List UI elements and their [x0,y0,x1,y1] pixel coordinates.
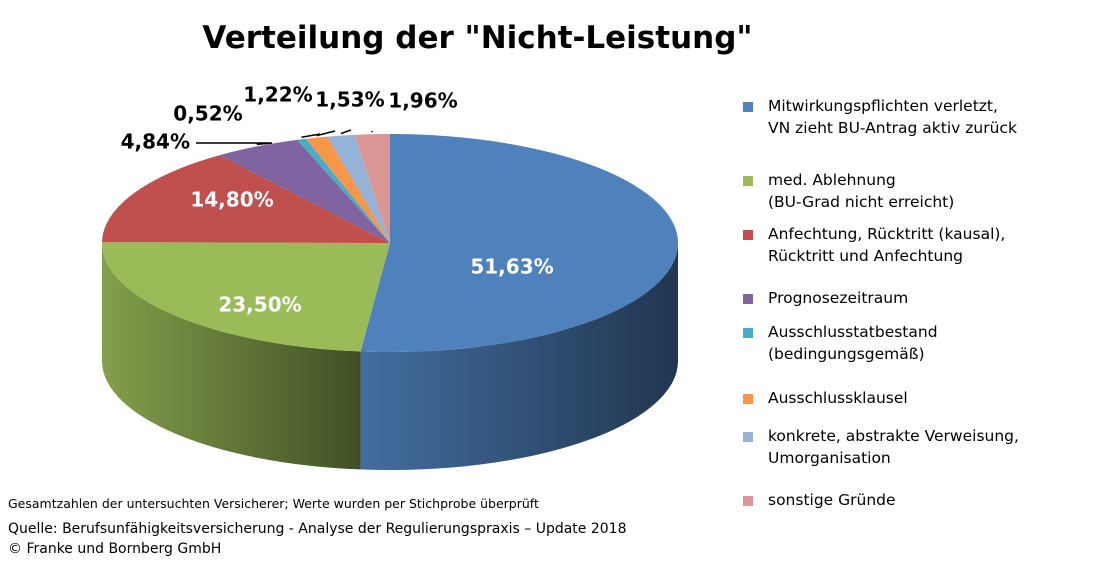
pie-slice-anfechtung [102,155,390,243]
legend-swatch [743,328,753,338]
footnote: Gesamtzahlen der untersuchten Versichere… [8,496,539,511]
data-label-anfechtung: 14,80% [190,188,273,212]
legend-swatch [743,176,753,186]
pie-side-med-ablehnung [102,243,361,470]
pie-slice-med-ablehnung [102,242,390,352]
legend-label: Prognosezeitraum [768,289,909,307]
pie-slice-sonstige [354,134,390,243]
chart-title: Verteilung der "Nicht-Leistung" [202,20,753,56]
data-label-mitwirkung: 51,63% [470,255,553,279]
data-label-ausschlusstatbestand: 0,52% [173,102,242,126]
pie-slice-prognose [219,139,390,243]
pie-side-mitwirkung [360,243,678,470]
legend-swatch [743,102,753,112]
legend-label: med. Ablehnung (BU-Grad nicht erreicht) [768,171,955,211]
legend-label: Ausschlusstatbestand (bedingungsgemäß) [768,323,938,363]
data-label-ausschlussklausel: 1,22% [243,83,312,107]
pie-slice-verweisung [327,134,390,243]
leader-line-ausschlussklausel [316,130,336,137]
legend-label: sonstige Gründe [768,491,896,509]
pie-sides [102,243,678,470]
pie-slice-mitwirkung [360,134,679,353]
pie-leaders [196,129,374,146]
data-label-sonstige: 1,96% [388,89,457,113]
data-label-prognose: 4,84% [121,130,190,154]
source-note: Quelle: Berufsunfähigkeitsversicherung -… [8,521,627,557]
legend-label: Anfechtung, Rücktritt (kausal), Rücktrit… [768,225,1006,265]
pie-top [102,134,679,353]
leader-line-verweisung [340,129,352,135]
legend-swatch [743,496,753,506]
legend-label: Ausschlussklausel [768,389,908,407]
data-label-med-ablehnung: 23,50% [218,293,301,317]
legend-swatch [743,230,753,240]
pie-slice-ausschlusstatbestand [297,138,390,243]
data-label-verweisung: 1,53% [315,88,384,112]
leader-line-ausschlusstatbestand [301,133,321,139]
legend-label: Mitwirkungspflichten verletzt, VN zieht … [768,97,1017,137]
leader-line-prognose [196,142,273,146]
legend-swatch [743,294,753,304]
pie-slice-ausschlussklausel [306,136,390,243]
legend-swatch [743,394,753,404]
legend-swatch [743,432,753,442]
legend-label: konkrete, abstrakte Verweisung, Umorgani… [768,427,1019,467]
pie-chart: 51,63% 23,50% 14,80% 4,84% 0,52%1,22% 1,53% 1,… [102,83,679,470]
pie-labels: 51,63% 23,50% 14,80% 4,84% 0,52%1,22% 1,53% 1,… [121,83,554,317]
